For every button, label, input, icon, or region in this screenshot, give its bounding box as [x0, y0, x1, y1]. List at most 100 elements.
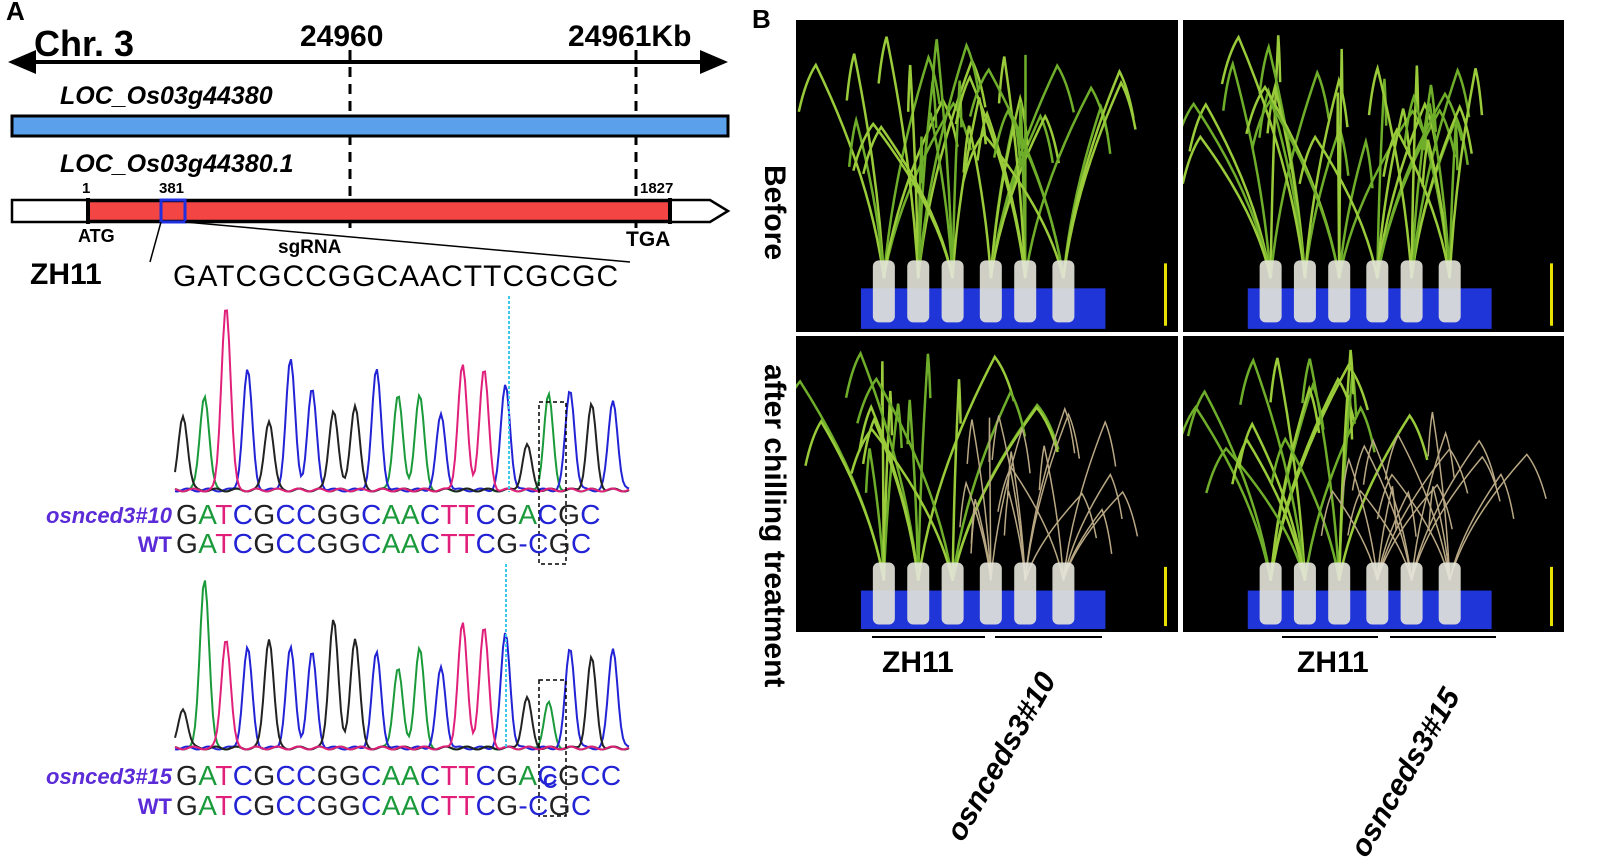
base-letter: C [361, 499, 382, 530]
left-mutant-label: osnceds3#10 [940, 666, 1063, 847]
base-letter: C [537, 499, 559, 530]
base-letter: A [400, 760, 420, 791]
mutation-box-2 [538, 679, 567, 817]
base-letter: C [475, 499, 497, 530]
base-letter: T [458, 528, 476, 559]
line-label-1: osnced3#10 [46, 503, 172, 528]
base-letter: A [198, 528, 216, 559]
base-letter: G [316, 790, 339, 821]
base-letter: - [518, 790, 529, 821]
marker-target: 381 [159, 180, 185, 197]
sgrna-label: sgRNA [278, 237, 342, 258]
base-letter: G [176, 499, 199, 530]
line-sequence-2: GATCGCCGGCAACTTCGACGCC [176, 760, 622, 792]
chromatogram-2 [174, 580, 630, 751]
base-letter: C [275, 528, 297, 559]
marker-start: 1 [82, 180, 91, 197]
trace-T [174, 622, 630, 751]
trace-T [174, 309, 630, 493]
base-letter: G [548, 790, 571, 821]
transcript-label: LOC_Os03g44380.1 [60, 150, 294, 178]
position-label-2: 24961Kb [568, 20, 692, 53]
base-letter: C [275, 760, 297, 791]
base-letter: C [361, 528, 382, 559]
base-letter: A [381, 499, 401, 530]
base-letter: A [381, 528, 401, 559]
chromosome-label: Chr. 3 [34, 23, 135, 64]
chromatograms [174, 296, 630, 817]
gene-model-diagram [8, 50, 731, 263]
base-letter: C [528, 528, 549, 559]
line-label-2: osnced3#15 [46, 764, 172, 789]
base-letter: C [275, 790, 297, 821]
base-letter: C [275, 499, 297, 530]
chromatogram-1 [174, 309, 630, 493]
base-letter: C [475, 790, 497, 821]
base-letter: G [176, 528, 199, 559]
base-letter: G [253, 528, 276, 559]
panel-b-label: B [752, 4, 771, 34]
base-letter: A [198, 499, 216, 530]
base-letter: C [232, 790, 254, 821]
marker-end: 1827 [640, 180, 674, 197]
photo-before-right [1183, 20, 1564, 332]
wt-label-2: WT [137, 794, 172, 819]
base-letter: C [296, 528, 317, 559]
base-letter: G [548, 528, 571, 559]
base-letter: T [440, 528, 459, 559]
base-letter: C [232, 528, 254, 559]
base-letter: G [496, 760, 519, 791]
gene-locus-label: LOC_Os03g44380 [60, 82, 273, 110]
base-letter: T [458, 499, 476, 530]
base-letter: G [253, 760, 276, 791]
base-letter: T [215, 528, 233, 559]
base-letter: A [381, 790, 401, 821]
base-letter: G [316, 499, 339, 530]
base-letter: G [316, 528, 339, 559]
base-letter: G [253, 499, 276, 530]
trace-A [174, 580, 630, 751]
photo-before-left [796, 20, 1178, 332]
gene-bar [10, 114, 730, 138]
base-letter: G [176, 760, 199, 791]
wt-sequence-1: GATCGCCGGCAACTTCG-CGC [176, 528, 592, 560]
base-letter: A [400, 528, 420, 559]
base-letter: C [419, 790, 441, 821]
base-letter: C [570, 528, 592, 559]
photo-after-left [796, 336, 1178, 632]
base-letter: A [381, 760, 401, 791]
line-sequence-1: GATCGCCGGCAACTTCGACGC [176, 499, 601, 531]
base-letter: C [475, 528, 497, 559]
base-letter: C [580, 760, 601, 791]
base-letter: G [176, 790, 199, 821]
base-letter: A [518, 760, 538, 791]
base-letter: C [361, 790, 382, 821]
base-letter: C [419, 760, 441, 791]
base-letter: G [338, 499, 362, 530]
stop-codon-label: TGA [626, 228, 671, 251]
base-letter: C [600, 760, 622, 791]
base-letter: - [518, 528, 529, 559]
base-letter: C [419, 499, 441, 530]
photo-after-right [1183, 336, 1564, 632]
base-letter: T [440, 499, 459, 530]
left-control-label: ZH11 [882, 646, 954, 679]
base-letter: G [316, 760, 339, 791]
right-mutant-label: osnceds3#15 [1344, 682, 1467, 863]
wt-label-1: WT [137, 532, 172, 557]
base-letter: A [400, 499, 420, 530]
base-letter: C [528, 790, 549, 821]
trace-C [174, 359, 630, 493]
start-codon-label: ATG [78, 226, 115, 246]
base-letter: A [400, 790, 420, 821]
base-letter: C [296, 499, 317, 530]
reference-sequence: GATCGCCGGCAACTTCGCGC [173, 260, 620, 293]
position-label-1: 24960 [300, 20, 384, 53]
base-letter: T [440, 760, 459, 791]
base-letter: T [458, 790, 476, 821]
base-letter: G [338, 760, 362, 791]
base-letter: T [215, 790, 233, 821]
base-letter: A [198, 790, 216, 821]
base-letter: T [215, 499, 233, 530]
trace-C [174, 632, 630, 751]
